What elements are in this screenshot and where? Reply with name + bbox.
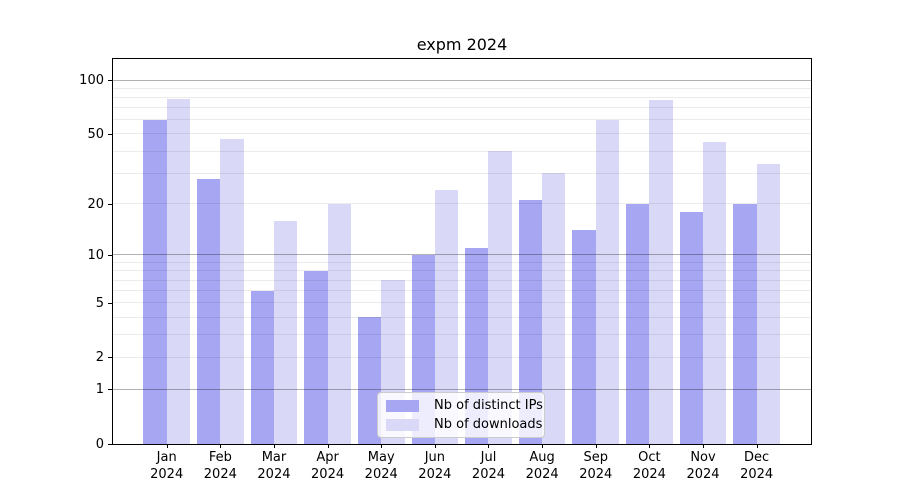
bar-downloads-jul [488,151,512,444]
y-tick-label: 50 [87,126,104,142]
x-tick-label-jun: Jun 2024 [418,450,452,482]
bar-downloads-aug [542,173,566,444]
bar-distinct-ips-dec [733,203,757,444]
bar-downloads-mar [273,220,298,444]
x-tick-mark [595,444,597,448]
gridline-8 [113,270,811,272]
y-tick-label: 100 [79,73,104,89]
bar-distinct-ips-apr [304,270,328,444]
x-tick-label-may: May 2024 [364,450,398,482]
x-tick-label-oct: Oct 2024 [632,450,666,482]
chart-title: expm 2024 [416,35,508,54]
gridline-4 [113,316,811,318]
bar-downloads-nov [703,142,727,444]
legend-swatch-distinct-ips [386,399,419,412]
gridline-7 [113,279,811,281]
y-tick-label: 5 [95,295,104,311]
y-tick-label: 10 [87,247,104,263]
x-tick-mark [381,444,383,448]
gridline-2 [113,356,811,358]
x-tick-label-apr: Apr 2024 [311,450,345,482]
y-tick-label: 20 [87,196,104,212]
x-tick-label-nov: Nov 2024 [686,450,720,482]
gridline-9 [113,261,811,263]
x-tick-mark [166,444,168,448]
x-tick-mark [542,444,544,448]
bar-distinct-ips-nov [679,211,703,444]
bar-downloads-apr [327,203,351,444]
bar-distinct-ips-may [357,317,382,444]
legend-label-downloads: Nb of downloads [434,417,543,432]
x-tick-mark [649,444,651,448]
legend-swatch-downloads [386,418,419,431]
x-tick-mark [703,444,704,448]
y-tick-label: 0 [95,437,104,452]
legend: Nb of distinct IPs Nb of downloads [377,392,545,438]
bar-distinct-ips-feb [197,178,221,444]
y-tick-mark [108,203,112,205]
y-tick-label: 1 [95,382,104,398]
x-tick-label-mar: Mar 2024 [257,450,291,482]
bar-distinct-ips-aug [518,200,543,444]
y-tick-mark [108,133,112,135]
gridline-90 [113,87,811,89]
y-tick-mark [108,357,112,359]
gridline-60 [113,119,811,121]
gridline-40 [113,150,811,152]
x-tick-label-dec: Dec 2024 [740,450,774,482]
gridline-6 [113,290,811,292]
x-tick-mark [488,444,490,448]
gridline-20 [113,203,811,205]
plot-area [112,58,812,445]
x-tick-label-sep: Sep 2024 [579,450,613,482]
gridline-1 [113,388,811,390]
y-tick-mark [108,80,112,82]
x-tick-mark [273,444,275,448]
y-tick-label: 2 [95,350,104,366]
bar-distinct-ips-sep [572,230,596,444]
x-tick-label-aug: Aug 2024 [525,450,559,482]
y-tick-mark [108,302,112,304]
gridline-3 [113,334,811,336]
x-tick-label-jan: Jan 2024 [150,450,184,482]
bar-downloads-feb [220,138,244,444]
bar-distinct-ips-jan [143,119,167,444]
bar-downloads-jun [434,190,459,444]
bar-downloads-oct [649,100,673,444]
x-tick-mark [434,444,436,448]
x-tick-mark [327,444,329,448]
legend-item-downloads: Nb of downloads [386,417,542,432]
gridline-80 [113,97,811,98]
gridline-5 [113,302,811,304]
x-tick-mark [756,444,758,448]
x-tick-mark [220,444,222,448]
x-tick-label-feb: Feb 2024 [203,450,237,482]
y-tick-mark [108,389,112,391]
legend-item-distinct-ips: Nb of distinct IPs [386,398,543,413]
x-tick-label-jul: Jul 2024 [471,450,506,482]
bar-downloads-jan [166,99,190,444]
gridline-100 [113,79,811,81]
bar-downloads-sep [595,119,620,444]
bar-distinct-ips-mar [250,290,274,444]
gridline-50 [113,133,811,135]
bar-downloads-dec [756,163,780,444]
legend-label-distinct-ips: Nb of distinct IPs [434,398,543,413]
gridline-30 [113,172,811,174]
bar-distinct-ips-oct [626,203,650,444]
gridline-10 [113,254,811,256]
y-tick-mark [108,254,112,256]
gridline-70 [113,107,811,109]
y-tick-mark [108,444,112,445]
